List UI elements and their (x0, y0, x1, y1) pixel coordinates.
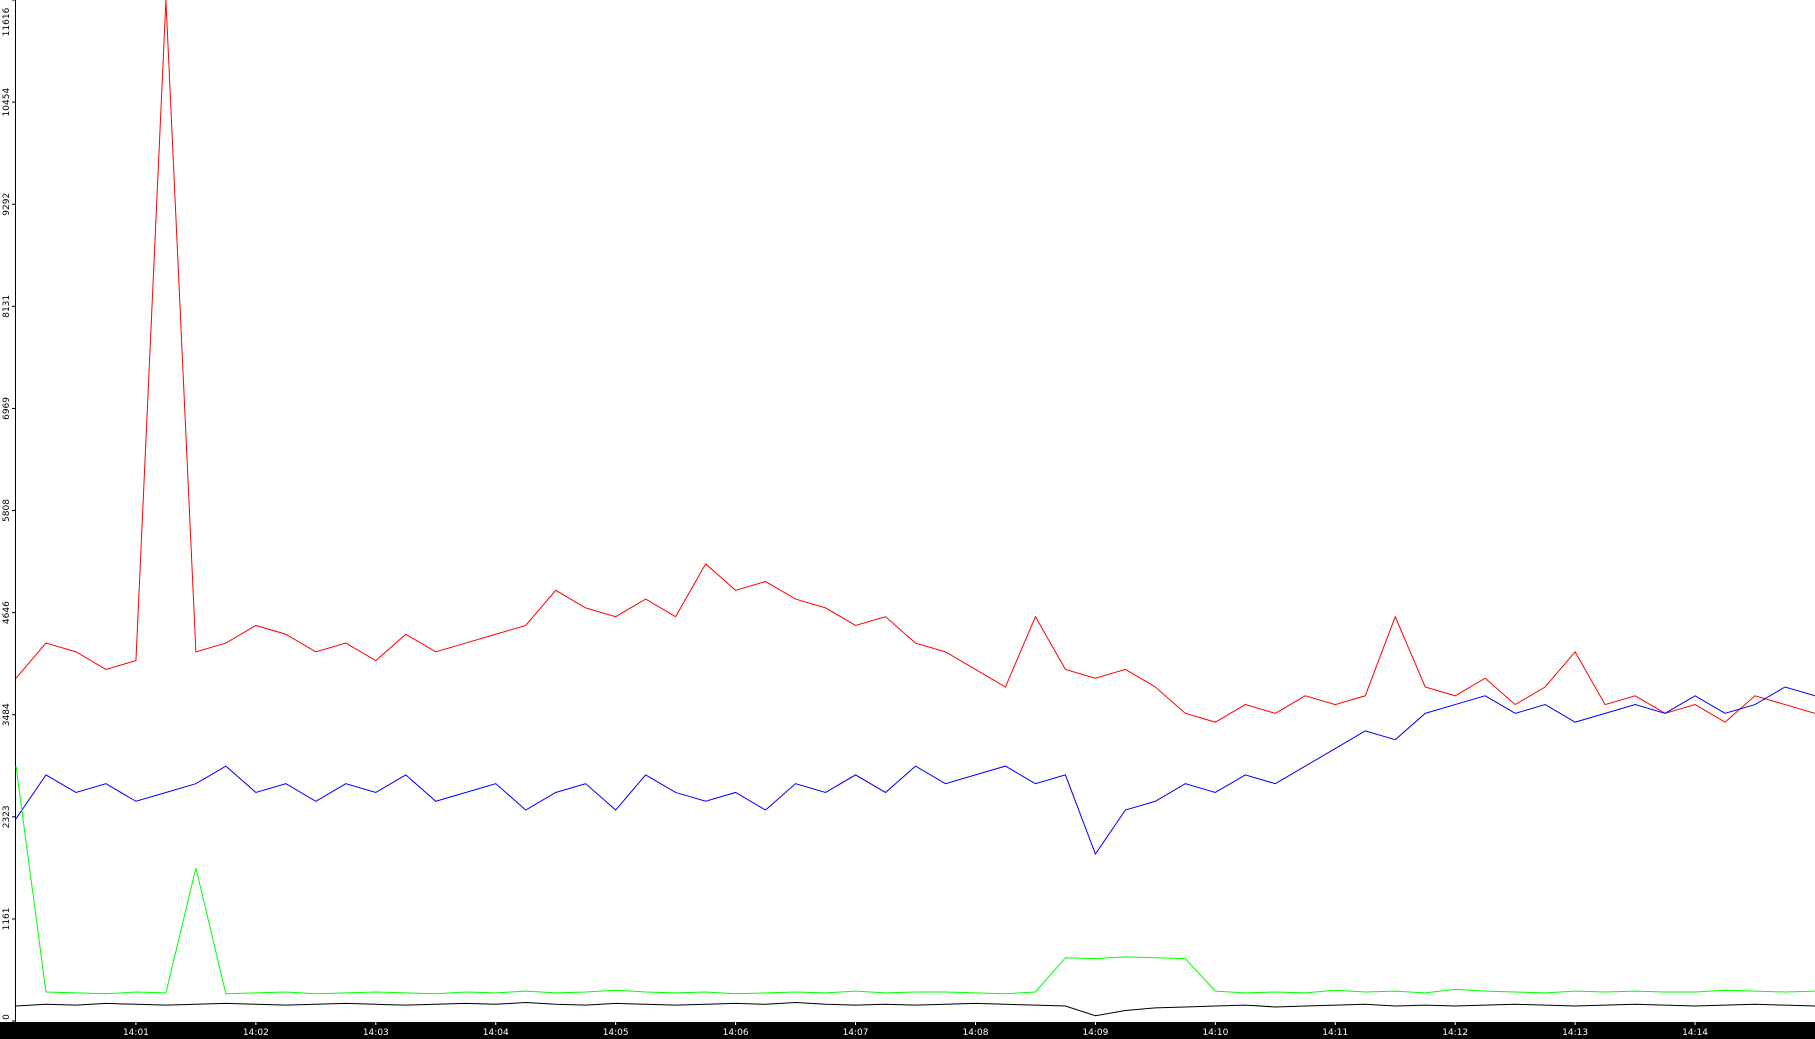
series-line (15, 686, 1815, 856)
series-line (15, 1002, 1815, 1017)
y-tick-label: 2323 (2, 805, 12, 828)
x-tick-label: 14:05 (603, 1028, 629, 1038)
x-tick-label: 14:03 (363, 1028, 389, 1038)
y-tick-label: 11616 (2, 7, 12, 36)
y-tick-label: 1161 (2, 907, 12, 930)
x-tick-label: 14:08 (962, 1028, 988, 1038)
y-tick-label: 6969 (2, 397, 12, 420)
x-tick-label: 14:07 (843, 1028, 869, 1038)
y-tick-label: 10454 (2, 88, 12, 117)
y-tick-label: 8131 (2, 295, 12, 318)
x-tick-label: 14:04 (483, 1028, 509, 1038)
x-tick-label: 14:10 (1202, 1028, 1228, 1038)
x-tick-label: 14:01 (123, 1028, 149, 1038)
x-axis-bar (0, 1022, 1815, 1039)
y-tick-label: 4646 (2, 601, 12, 624)
y-tick-label: 3484 (2, 703, 12, 726)
x-tick-label: 14:09 (1082, 1028, 1108, 1038)
x-tick-label: 14:14 (1682, 1028, 1708, 1038)
x-tick-label: 14:02 (243, 1028, 269, 1038)
y-tick-label: 9292 (2, 193, 12, 216)
series-line (15, 0, 1815, 723)
y-tick-label: 5808 (2, 499, 12, 522)
x-tick-label: 14:12 (1442, 1028, 1468, 1038)
x-tick-label: 14:06 (723, 1028, 749, 1038)
x-tick-label: 14:11 (1322, 1028, 1348, 1038)
series-line (15, 766, 1815, 995)
y-tick-label: 0 (2, 1014, 12, 1020)
x-tick-label: 14:13 (1562, 1028, 1588, 1038)
